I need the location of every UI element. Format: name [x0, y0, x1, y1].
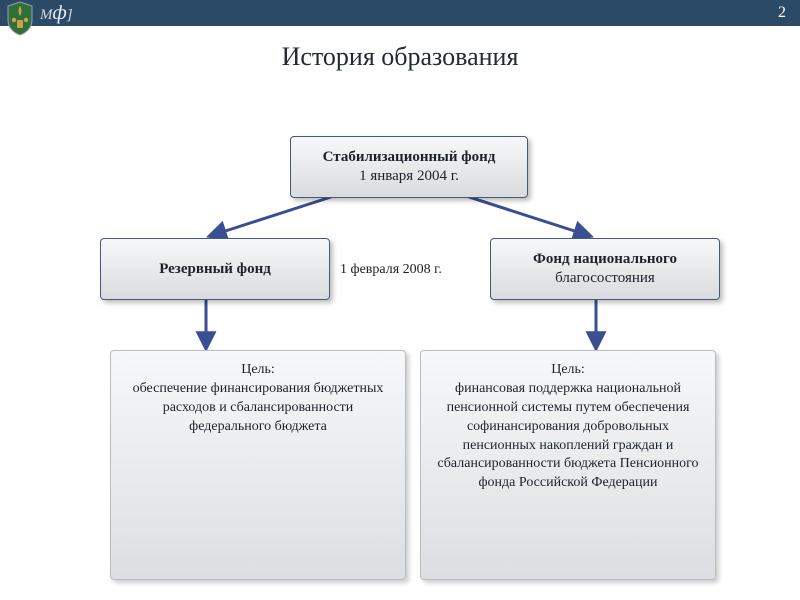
box-stabilization-fund: Стабилизационный фонд 1 января 2004 г. — [290, 136, 528, 198]
logo-phi: ф — [53, 2, 67, 24]
logo-suffix: ] — [67, 7, 73, 23]
box-stab-line1: Стабилизационный фонд — [323, 148, 496, 167]
box-fnb-line2: благосостояния — [555, 269, 655, 288]
logo-prefix: М — [40, 7, 53, 23]
goal-reserve-head: Цель: — [241, 361, 275, 380]
split-date-label: 1 февраля 2008 г. — [340, 262, 442, 278]
goal-fnb-body: финансовая поддержка национальной пенсио… — [433, 380, 703, 493]
box-reserve-fund: Резервный фонд — [100, 238, 330, 300]
box-reserve-line1: Резервный фонд — [159, 260, 271, 279]
page-title: История образования — [0, 42, 800, 72]
goal-reserve: Цель: обеспечение финансирования бюджетн… — [110, 350, 406, 580]
box-national-wealth-fund: Фонд национального благосостояния — [490, 238, 720, 300]
goal-fnb-head: Цель: — [551, 361, 585, 380]
goal-fnb: Цель: финансовая поддержка национальной … — [420, 350, 716, 580]
emblem-icon — [4, 0, 36, 36]
diagram-stage: Стабилизационный фонд 1 января 2004 г. Р… — [0, 72, 800, 600]
header-bar: Мф] 2 — [0, 0, 800, 26]
logo-text: Мф] — [40, 0, 73, 26]
page-number: 2 — [778, 0, 786, 26]
goal-reserve-body: обеспечение финансирования бюджетных рас… — [123, 380, 393, 437]
box-fnb-line1: Фонд национального — [533, 250, 677, 269]
box-stab-line2: 1 января 2004 г. — [359, 167, 459, 186]
